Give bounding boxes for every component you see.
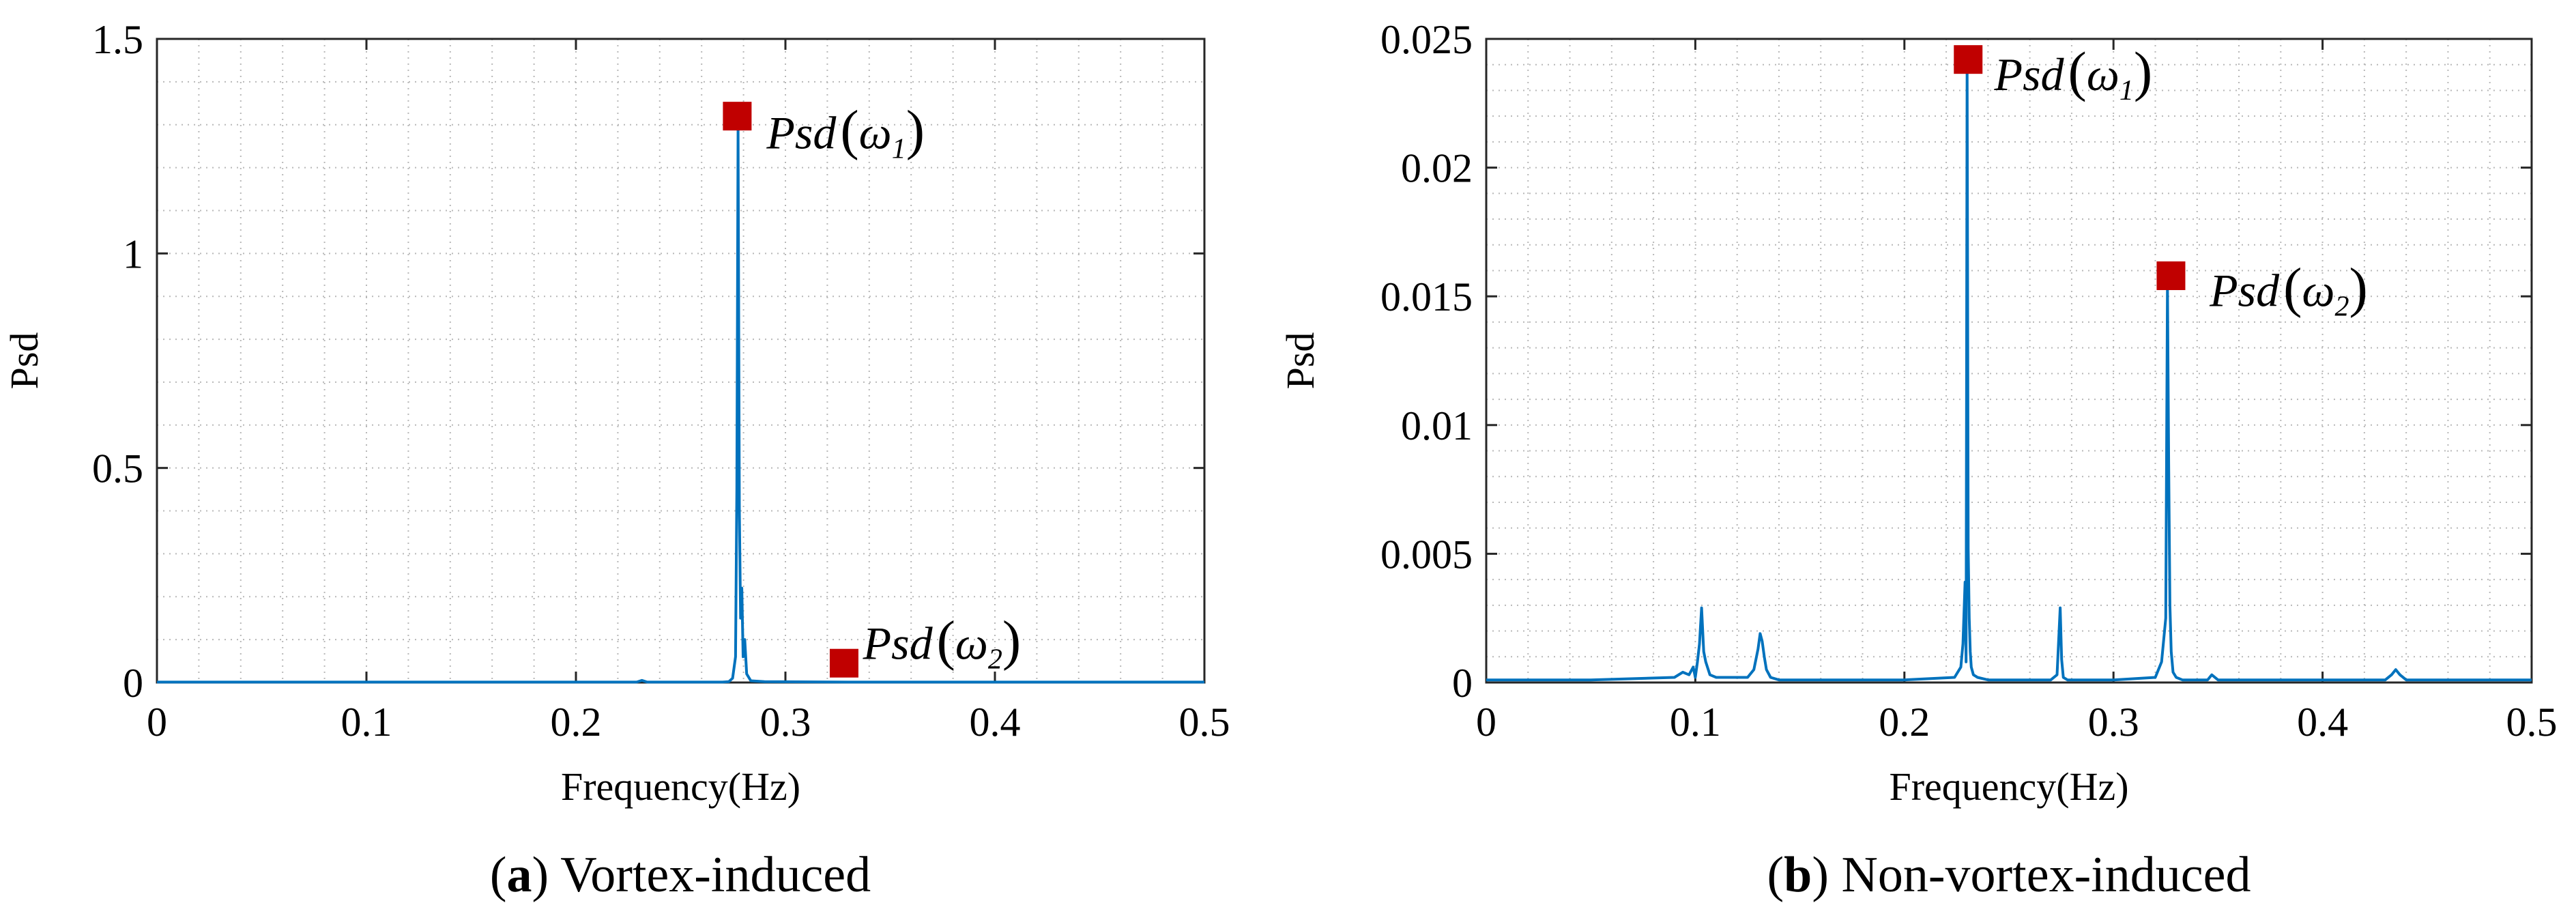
chart-a-ytick-label: 1.5 (92, 17, 143, 62)
chart-b-ytick-label: 0.005 (1380, 532, 1473, 577)
chart-b-grid (1486, 39, 2532, 683)
chart-b-xtick-label: 0.3 (2088, 700, 2139, 745)
chart-b-annotation: Psd(ω1) (1994, 40, 2153, 106)
chart-b-ytick-label: 0 (1452, 661, 1473, 706)
chart-a-series-line (157, 128, 1204, 684)
chart-b-ytick-label: 0.025 (1380, 17, 1473, 62)
chart-a-marker-ω2 (829, 648, 858, 678)
chart-a-xtick-label: 0.5 (1179, 700, 1230, 745)
chart-a-ytick-label: 0.5 (92, 446, 143, 491)
chart-b-xlabel: Frequency(Hz) (1889, 764, 2128, 809)
chart-a-xlabel: Frequency(Hz) (561, 764, 800, 809)
chart-a-grid (157, 39, 1204, 683)
chart-b-ytick-label: 0.02 (1401, 146, 1473, 191)
chart-a-ytick-label: 0 (123, 661, 143, 706)
chart-a-marker-ω1 (723, 102, 752, 131)
chart-b-xtick-label: 0 (1476, 700, 1496, 745)
chart-a-xtick-label: 0.4 (970, 700, 1021, 745)
chart-a-ytick-label: 1 (123, 231, 143, 276)
chart-b-xtick-label: 0.2 (1879, 700, 1930, 745)
chart-a-caption: (a) Vortex-induced (490, 847, 871, 903)
chart-b-plot-area (1486, 39, 2532, 683)
chart-a-ylabel: Psd (2, 332, 46, 390)
chart-b-marker-ω1 (1954, 45, 1983, 74)
chart-b-xtick-label: 0.1 (1670, 700, 1721, 745)
chart-b-caption: (b) Non-vortex-induced (1767, 847, 2251, 903)
panel-b-non-vortex-induced: 0 0.1 0.2 0.3 0.4 0.5 0 0.005 0.01 0.015 0.02 0.025… (1278, 17, 2558, 903)
chart-b-ylabel: Psd (1278, 332, 1322, 390)
chart-a-plot-area (157, 39, 1204, 683)
chart-b-ytick-label: 0.015 (1380, 274, 1473, 319)
panel-a-vortex-induced: 0 0.1 0.2 0.3 0.4 0.5 0 0.5 1 1.5 Frequency(Hz) Psd… (2, 17, 1230, 903)
chart-a-xtick-label: 0.2 (551, 700, 602, 745)
chart-a-xtick-label: 0.3 (760, 700, 811, 745)
chart-a-annotation: Psd(ω1) (766, 98, 925, 164)
chart-a-annotation: Psd(ω2) (863, 609, 1022, 675)
chart-b-axes-box (1485, 38, 2533, 684)
chart-b-ytick-label: 0.01 (1401, 403, 1473, 448)
chart-b-annotation: Psd(ω2) (2209, 257, 2368, 323)
chart-b-series-line (1486, 58, 2532, 682)
chart-a-xtick-label: 0 (147, 700, 167, 745)
chart-b-xtick-label: 0.4 (2297, 700, 2348, 745)
chart-b-marker-ω2 (2156, 261, 2186, 291)
chart-b-xtick-label: 0.5 (2506, 700, 2558, 745)
chart-a-xtick-label: 0.1 (341, 700, 392, 745)
